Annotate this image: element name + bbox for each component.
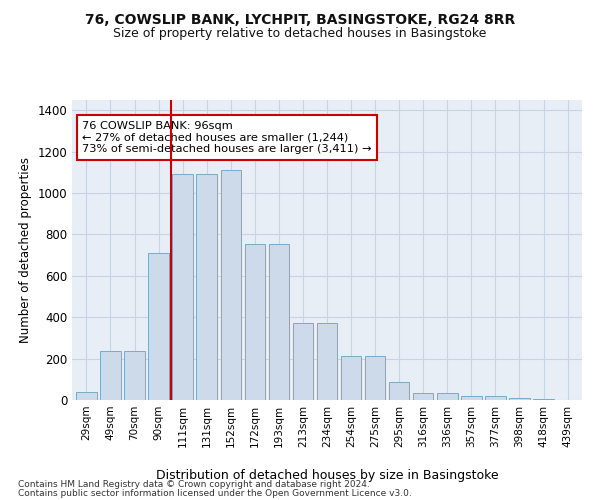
Text: 76, COWSLIP BANK, LYCHPIT, BASINGSTOKE, RG24 8RR: 76, COWSLIP BANK, LYCHPIT, BASINGSTOKE, …	[85, 12, 515, 26]
Bar	[389, 382, 409, 400]
Bar	[461, 396, 482, 400]
Bar	[269, 244, 289, 400]
Bar	[437, 393, 458, 400]
Bar	[196, 174, 217, 400]
Text: Contains public sector information licensed under the Open Government Licence v3: Contains public sector information licen…	[18, 488, 412, 498]
Bar	[293, 324, 313, 400]
Bar	[124, 352, 145, 400]
Text: Contains HM Land Registry data © Crown copyright and database right 2024.: Contains HM Land Registry data © Crown c…	[18, 480, 370, 489]
Bar	[509, 398, 530, 400]
Bar	[341, 356, 361, 400]
Bar	[365, 356, 385, 400]
Text: Distribution of detached houses by size in Basingstoke: Distribution of detached houses by size …	[155, 470, 499, 482]
Text: 76 COWSLIP BANK: 96sqm
← 27% of detached houses are smaller (1,244)
73% of semi-: 76 COWSLIP BANK: 96sqm ← 27% of detached…	[82, 121, 372, 154]
Bar	[148, 253, 169, 400]
Bar	[221, 170, 241, 400]
Bar	[485, 396, 506, 400]
Bar	[76, 392, 97, 400]
Bar	[413, 393, 433, 400]
Bar	[533, 399, 554, 400]
Bar	[100, 352, 121, 400]
Bar	[245, 244, 265, 400]
Y-axis label: Number of detached properties: Number of detached properties	[19, 157, 32, 343]
Bar	[172, 174, 193, 400]
Bar	[317, 324, 337, 400]
Text: Size of property relative to detached houses in Basingstoke: Size of property relative to detached ho…	[113, 28, 487, 40]
